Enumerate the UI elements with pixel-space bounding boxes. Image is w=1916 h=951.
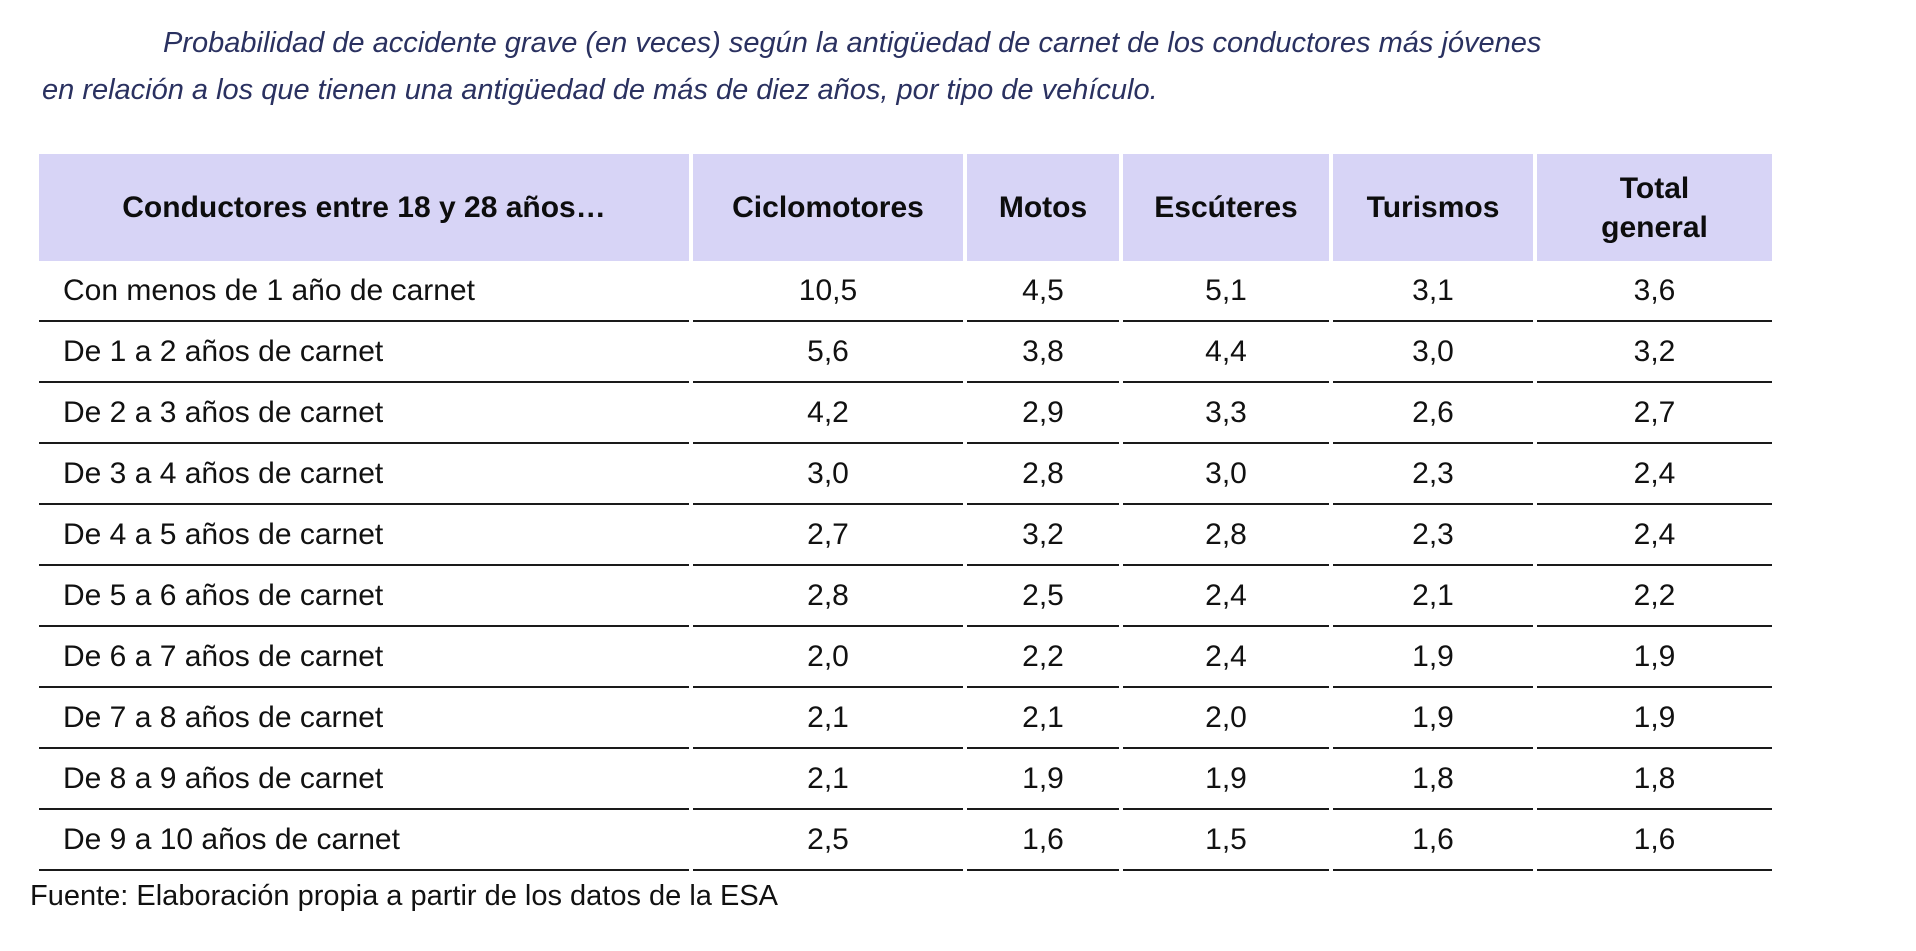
source-note: Fuente: Elaboración propia a partir de l… xyxy=(30,880,779,912)
cell-value: 2,1 xyxy=(693,749,963,810)
cell-value: 2,6 xyxy=(1333,383,1533,444)
cell-value: 2,1 xyxy=(967,688,1119,749)
cell-value: 3,0 xyxy=(1123,444,1329,505)
row-label: De 9 a 10 años de carnet xyxy=(39,810,689,871)
cell-value: 1,9 xyxy=(1123,749,1329,810)
cell-value: 2,0 xyxy=(1123,688,1329,749)
cell-value: 2,2 xyxy=(1537,566,1772,627)
cell-value: 3,8 xyxy=(967,322,1119,383)
cell-value: 5,1 xyxy=(1123,261,1329,322)
cell-value: 2,4 xyxy=(1123,566,1329,627)
cell-value: 3,3 xyxy=(1123,383,1329,444)
row-label: De 2 a 3 años de carnet xyxy=(39,383,689,444)
cell-value: 3,6 xyxy=(1537,261,1772,322)
page-title: Probabilidad de accidente grave (en vece… xyxy=(0,0,1916,114)
cell-value: 3,2 xyxy=(1537,322,1772,383)
cell-value: 2,7 xyxy=(1537,383,1772,444)
cell-value: 3,0 xyxy=(1333,322,1533,383)
cell-value: 1,8 xyxy=(1333,749,1533,810)
cell-value: 1,6 xyxy=(967,810,1119,871)
column-header-escuteres: Escúteres xyxy=(1123,154,1329,261)
row-label: De 1 a 2 años de carnet xyxy=(39,322,689,383)
probability-table: Conductores entre 18 y 28 años… Ciclomot… xyxy=(35,154,1776,871)
table-row: De 2 a 3 años de carnet 4,2 2,9 3,3 2,6 … xyxy=(39,383,1772,444)
row-label: De 8 a 9 años de carnet xyxy=(39,749,689,810)
cell-value: 2,4 xyxy=(1537,444,1772,505)
cell-value: 2,0 xyxy=(693,627,963,688)
cell-value: 3,2 xyxy=(967,505,1119,566)
row-label: De 4 a 5 años de carnet xyxy=(39,505,689,566)
cell-value: 2,3 xyxy=(1333,444,1533,505)
table-row: De 3 a 4 años de carnet 3,0 2,8 3,0 2,3 … xyxy=(39,444,1772,505)
cell-value: 10,5 xyxy=(693,261,963,322)
cell-value: 2,3 xyxy=(1333,505,1533,566)
row-label: Con menos de 1 año de carnet xyxy=(39,261,689,322)
column-header-ciclomotores: Ciclomotores xyxy=(693,154,963,261)
table-row: Con menos de 1 año de carnet 10,5 4,5 5,… xyxy=(39,261,1772,322)
cell-value: 2,4 xyxy=(1123,627,1329,688)
cell-value: 1,6 xyxy=(1537,810,1772,871)
row-label: De 7 a 8 años de carnet xyxy=(39,688,689,749)
cell-value: 3,0 xyxy=(693,444,963,505)
table-row: De 1 a 2 años de carnet 5,6 3,8 4,4 3,0 … xyxy=(39,322,1772,383)
row-label: De 6 a 7 años de carnet xyxy=(39,627,689,688)
cell-value: 1,6 xyxy=(1333,810,1533,871)
cell-value: 3,1 xyxy=(1333,261,1533,322)
table-row: De 9 a 10 años de carnet 2,5 1,6 1,5 1,6… xyxy=(39,810,1772,871)
header-row: Conductores entre 18 y 28 años… Ciclomot… xyxy=(39,154,1772,261)
cell-value: 1,5 xyxy=(1123,810,1329,871)
cell-value: 1,9 xyxy=(967,749,1119,810)
cell-value: 2,8 xyxy=(693,566,963,627)
cell-value: 2,5 xyxy=(693,810,963,871)
cell-value: 1,9 xyxy=(1537,688,1772,749)
cell-value: 2,1 xyxy=(1333,566,1533,627)
cell-value: 2,1 xyxy=(693,688,963,749)
cell-value: 2,4 xyxy=(1537,505,1772,566)
cell-value: 2,8 xyxy=(1123,505,1329,566)
cell-value: 2,7 xyxy=(693,505,963,566)
cell-value: 2,8 xyxy=(967,444,1119,505)
column-header-total-general-label: Total general xyxy=(1601,171,1708,244)
page-title-line1: Probabilidad de accidente grave (en vece… xyxy=(163,27,1542,59)
table-row: De 6 a 7 años de carnet 2,0 2,2 2,4 1,9 … xyxy=(39,627,1772,688)
column-header-turismos: Turismos xyxy=(1333,154,1533,261)
page-title-line2: en relación a los que tienen una antigüe… xyxy=(42,74,1158,106)
cell-value: 1,9 xyxy=(1333,627,1533,688)
cell-value: 4,5 xyxy=(967,261,1119,322)
table-row: De 7 a 8 años de carnet 2,1 2,1 2,0 1,9 … xyxy=(39,688,1772,749)
table-row: De 8 a 9 años de carnet 2,1 1,9 1,9 1,8 … xyxy=(39,749,1772,810)
cell-value: 5,6 xyxy=(693,322,963,383)
column-header-motos: Motos xyxy=(967,154,1119,261)
column-header-total-general: Total general xyxy=(1537,154,1772,261)
column-header-drivers: Conductores entre 18 y 28 años… xyxy=(39,154,689,261)
cell-value: 2,2 xyxy=(967,627,1119,688)
table-row: De 4 a 5 años de carnet 2,7 3,2 2,8 2,3 … xyxy=(39,505,1772,566)
row-label: De 5 a 6 años de carnet xyxy=(39,566,689,627)
cell-value: 1,9 xyxy=(1333,688,1533,749)
table-row: De 5 a 6 años de carnet 2,8 2,5 2,4 2,1 … xyxy=(39,566,1772,627)
cell-value: 1,9 xyxy=(1537,627,1772,688)
cell-value: 2,9 xyxy=(967,383,1119,444)
cell-value: 4,2 xyxy=(693,383,963,444)
cell-value: 1,8 xyxy=(1537,749,1772,810)
cell-value: 4,4 xyxy=(1123,322,1329,383)
row-label: De 3 a 4 años de carnet xyxy=(39,444,689,505)
cell-value: 2,5 xyxy=(967,566,1119,627)
